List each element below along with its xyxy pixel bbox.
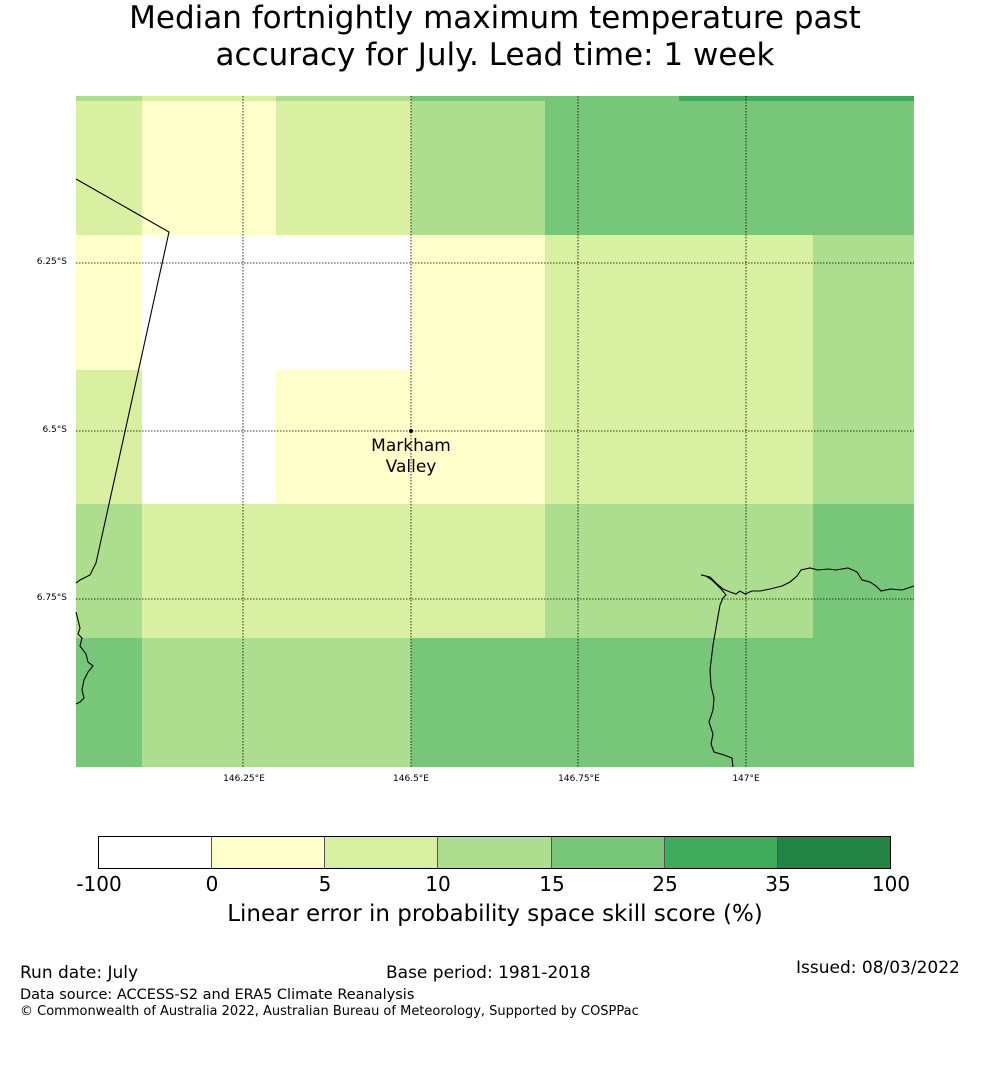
grid-cell	[411, 235, 545, 370]
colorbar-segment	[212, 837, 326, 868]
grid-cell	[411, 96, 679, 101]
grid-cell	[76, 638, 142, 767]
grid-cell	[142, 101, 276, 235]
site-label-line-2: Valley	[385, 457, 437, 477]
lon-label-146-5e: 146.5°E	[393, 774, 429, 784]
colorbar-tick: -100	[76, 872, 122, 896]
lon-label-147e: 147°E	[732, 774, 760, 784]
colorbar-tick: 15	[539, 872, 565, 896]
graticule	[76, 96, 914, 767]
grid-cell	[545, 101, 914, 235]
title-line-2: accuracy for July. Lead time: 1 week	[215, 37, 775, 73]
grid-cells	[76, 96, 914, 767]
copyright: © Commonwealth of Australia 2022, Austra…	[20, 1004, 639, 1019]
base-period: Base period: 1981-2018	[386, 963, 591, 983]
lat-label-6-25s: 6.25°S	[36, 257, 67, 267]
grid-cell	[545, 235, 813, 370]
issued-date: Issued: 08/03/2022	[796, 958, 960, 978]
west-coastline	[75, 611, 94, 705]
grid-cell	[142, 96, 276, 101]
grid-cell	[813, 370, 914, 504]
colorbar-segment	[99, 837, 213, 868]
title-line-1: Median fortnightly maximum temperature p…	[129, 0, 861, 36]
markham-valley-marker	[409, 429, 413, 433]
site-label: Markham Valley	[360, 436, 462, 478]
colorbar-tick: 35	[765, 872, 791, 896]
colorbar-segment	[438, 837, 552, 868]
colorbar-tick: 100	[871, 872, 911, 896]
grid-cell	[142, 235, 411, 370]
grid-cell	[76, 370, 142, 504]
colorbar-label: Linear error in probability space skill …	[227, 901, 763, 927]
colorbar-segment	[664, 837, 778, 868]
lat-label-6-5s: 6.5°S	[42, 425, 67, 435]
grid-cell	[276, 101, 411, 235]
grid-cell	[276, 96, 411, 101]
grid-cell	[76, 96, 142, 101]
boundary-lines	[75, 178, 915, 768]
site-label-line-1: Markham	[371, 436, 451, 456]
grid-cell	[411, 638, 914, 767]
colorbar-tick: 10	[425, 872, 451, 896]
run-date: Run date: July	[20, 963, 139, 983]
grid-cell	[76, 101, 142, 235]
colorbar-segment	[551, 837, 665, 868]
grid-cell	[76, 504, 142, 638]
skill-score-map	[75, 96, 915, 768]
grid-cell	[545, 504, 813, 638]
colorbar-tick: 5	[318, 872, 332, 896]
grid-cell	[142, 638, 411, 767]
colorbar-tick: 25	[652, 872, 678, 896]
huon-gulf-coastline	[700, 567, 915, 768]
province-border	[75, 178, 170, 584]
lon-label-146-25e: 146.25°E	[223, 774, 265, 784]
grid-cell	[545, 370, 813, 504]
grid-cell	[813, 504, 914, 638]
grid-cell	[276, 370, 545, 504]
colorbar-segment	[325, 837, 439, 868]
grid-cell	[142, 370, 276, 504]
grid-cell	[411, 101, 545, 235]
map-title: Median fortnightly maximum temperature p…	[0, 0, 990, 74]
grid-cell	[813, 235, 914, 370]
colorbar-segment	[777, 837, 890, 868]
colorbar	[98, 836, 891, 869]
lon-label-146-75e: 146.75°E	[558, 774, 600, 784]
grid-cell	[142, 504, 545, 638]
grid-cell	[76, 235, 142, 370]
grid-cell	[679, 96, 914, 101]
data-source: Data source: ACCESS-S2 and ERA5 Climate …	[20, 987, 415, 1003]
lat-label-6-75s: 6.75°S	[36, 593, 67, 603]
colorbar-tick: 0	[205, 872, 219, 896]
